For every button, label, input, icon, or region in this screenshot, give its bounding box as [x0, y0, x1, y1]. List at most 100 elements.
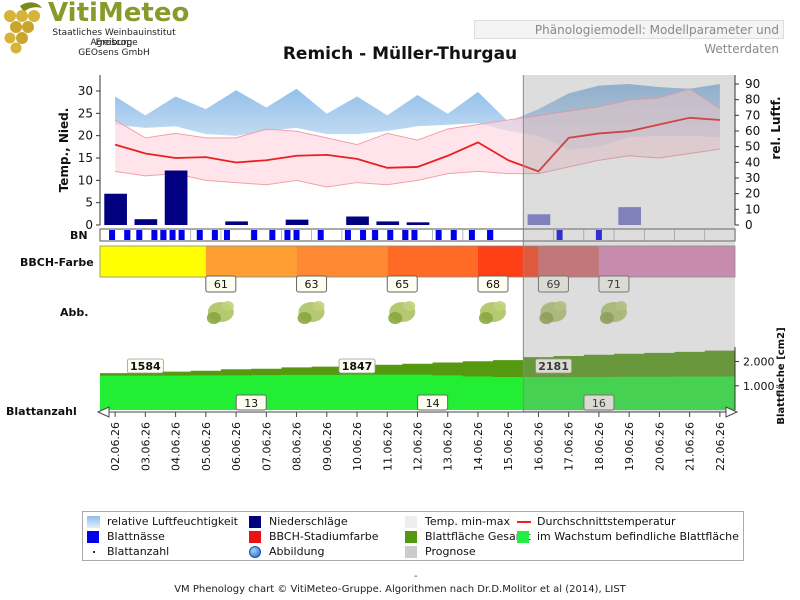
bbch-segment-2 — [296, 246, 388, 277]
bbch-segment-1 — [205, 246, 297, 277]
stage-label-71: 71 — [607, 278, 621, 291]
legend-swatch-4 — [87, 531, 99, 543]
blattanzahl-label: Blattanzahl — [6, 405, 77, 418]
bn-strip-bg — [99, 228, 736, 242]
bn-mark-23 — [468, 230, 475, 240]
leafarea-label-1847: 1847 — [342, 360, 373, 373]
leafcount-label-16: 16 — [592, 397, 606, 410]
legend-swatch-6 — [405, 531, 417, 543]
x-tick-label-12.06.26: 12.06.26 — [412, 422, 425, 471]
right-tick-label-40: 40 — [745, 155, 760, 169]
bn-mark-12 — [284, 230, 291, 240]
x-tick-label-17.06.26: 17.06.26 — [563, 422, 576, 471]
bbch-strip — [99, 245, 736, 278]
blattnaesse-strip — [99, 228, 736, 242]
precip-bar-03.06.26 — [134, 219, 158, 225]
precip-bar-04.06.26 — [164, 170, 188, 225]
blattflaeche-panel: 1584 1847 2181 13 14 16 — [100, 350, 735, 411]
x-tick-label-14.06.26: 14.06.26 — [472, 422, 485, 471]
leafcount-label-13: 13 — [244, 397, 258, 410]
left-tick-label-30: 30 — [78, 84, 93, 98]
temp-minmax-band — [115, 88, 720, 188]
abbildung-label: Abb. — [60, 306, 88, 319]
right-tick-label-80: 80 — [745, 93, 760, 107]
legend-swatch-humidity — [87, 516, 100, 528]
left-tick-label-5: 5 — [85, 196, 93, 210]
bn-mark-22 — [450, 230, 457, 240]
stage-label-65: 65 — [395, 278, 409, 291]
legend-label-0: relative Luftfeuchtigkeit — [107, 515, 238, 528]
labels: BN BBCH-Farbe Abb. Blattanzahl — [6, 229, 94, 418]
bn-mark-6 — [178, 230, 185, 240]
stage-box-69 — [537, 275, 569, 293]
legend-label-7: im Wachstum befindliche Blattfläche — [537, 530, 739, 543]
x-tick-label-18.06.26: 18.06.26 — [593, 422, 606, 471]
leafarea-tick-label-1000: 1.000 — [743, 380, 775, 393]
leafcount-box-16 — [583, 394, 615, 411]
right-tick-label-60: 60 — [745, 124, 760, 138]
bn-mark-5 — [169, 230, 176, 240]
timeline-arrow-left — [96, 406, 110, 418]
bn-mark-16 — [360, 230, 367, 240]
bbch-segment-4 — [477, 246, 539, 277]
bn-mark-1 — [124, 230, 131, 240]
x-tick-label-21.06.26: 21.06.26 — [684, 422, 697, 471]
bn-label: BN — [70, 229, 88, 242]
bn-mark-4 — [160, 230, 167, 240]
legend-swatch-avg-temp — [517, 521, 531, 523]
stage-box-68 — [477, 275, 509, 293]
left-axis-label: Temp., Nied. — [57, 108, 71, 193]
x-tick-label-20.06.26: 20.06.26 — [653, 422, 666, 471]
bn-mark-9 — [223, 230, 230, 240]
leafarea-tick-label-2000: 2.000 — [743, 356, 775, 369]
logo-title: VitiMeteo — [48, 0, 190, 28]
right-tick-label-90: 90 — [745, 77, 760, 91]
stage-label-68: 68 — [486, 278, 500, 291]
stage-leaf-icon-65 — [388, 301, 416, 324]
legend-swatch-2 — [405, 516, 417, 528]
weather-panel — [100, 75, 735, 225]
stage-box-63 — [296, 275, 328, 293]
chart-title: Remich - Müller-Thurgau — [282, 44, 518, 64]
legend-label-4: Blattnässe — [107, 530, 165, 543]
leafarea-box-1584 — [126, 358, 164, 374]
bn-mark-8 — [211, 230, 218, 240]
abbildung-row: 61 63 65 68 69 71 — [205, 275, 630, 324]
bbch-segment-3 — [387, 246, 478, 277]
bn-mark-14 — [317, 230, 324, 240]
phenology-chart: 61 63 65 68 69 71 1584 1847 2181 13 14 16 0 5 10 15 20… — [6, 75, 787, 471]
x-tick-label-11.06.26: 11.06.26 — [381, 422, 394, 471]
timeline-arrow-right — [725, 406, 739, 418]
bn-mark-2 — [136, 230, 143, 240]
legend-swatch-1 — [249, 516, 261, 528]
leafcount-box-14 — [417, 394, 449, 411]
stage-leaf-icon-63 — [297, 301, 325, 324]
left-tick-label-15: 15 — [78, 151, 93, 165]
bbch-segment-0 — [100, 246, 206, 277]
stage-box-71 — [598, 275, 630, 293]
x-tick-label-03.06.26: 03.06.26 — [139, 422, 152, 471]
legend-label-1: Niederschläge — [269, 515, 348, 528]
bn-mark-0 — [109, 230, 116, 240]
precip-bar-19.06.26 — [618, 207, 642, 225]
bn-mark-18 — [387, 230, 394, 240]
stage-leaf-icon-61 — [206, 301, 234, 324]
legend-label-5: BBCH-Stadiumfarbe — [269, 530, 379, 543]
precip-bar-12.06.26 — [406, 222, 430, 225]
precip-bar-08.06.26 — [285, 219, 309, 225]
legend-label-3: Durchschnittstemperatur — [537, 515, 676, 528]
bn-mark-25 — [556, 230, 563, 240]
stage-leaf-icon-68 — [478, 301, 506, 324]
legend-label-10: Prognose — [425, 545, 476, 558]
temp-max-line — [114, 88, 721, 146]
stage-box-61 — [205, 275, 237, 293]
legend-swatch-7 — [517, 531, 529, 543]
left-tick-label-20: 20 — [78, 129, 93, 143]
precip-bar-06.06.26 — [225, 221, 248, 225]
legend-label-2: Temp. min-max — [425, 515, 510, 528]
right-tick-label-50: 50 — [745, 140, 760, 154]
legend-swatch-10 — [405, 546, 417, 558]
left-tick-label-0: 0 — [85, 218, 93, 232]
copyright-footer: VM Phenology chart © VitiMeteo-Gruppe. A… — [174, 584, 626, 595]
